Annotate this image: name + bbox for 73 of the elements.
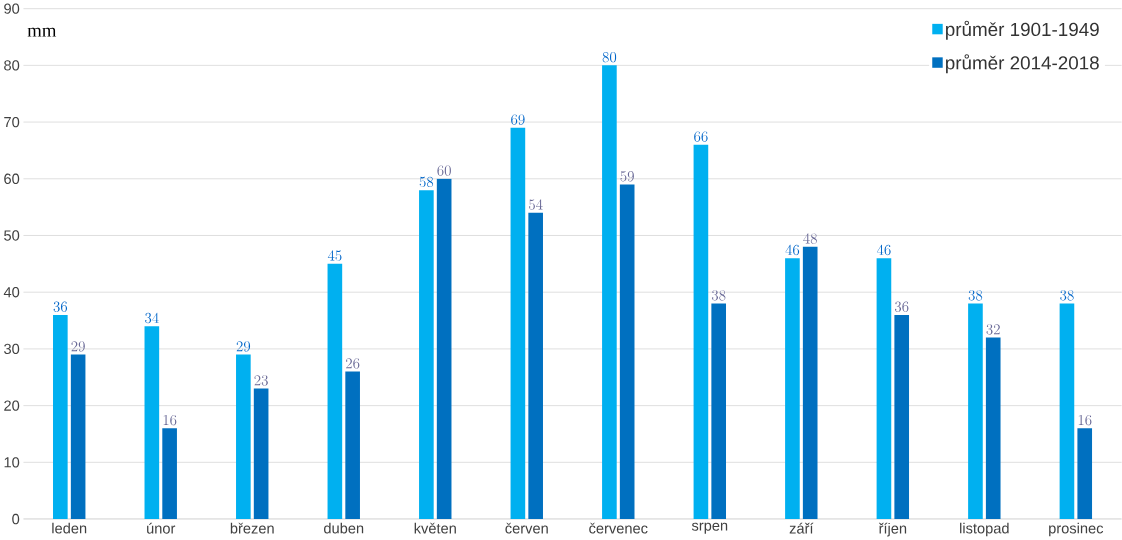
x-tick-label: srpen (691, 522, 728, 534)
x-tick-label: červenec (589, 522, 648, 534)
bar (894, 314, 910, 520)
y-tick-label: 70 (4, 116, 20, 128)
data-label: 38 (1060, 290, 1074, 301)
legend-label: průměr 1901-1949 (946, 20, 1099, 40)
y-tick-label: 30 (4, 343, 20, 355)
data-label: 16 (163, 414, 177, 426)
data-label: 32 (986, 324, 1000, 335)
bar (968, 303, 983, 520)
x-tick-label: červen (505, 522, 548, 534)
bar (162, 428, 177, 520)
bar (327, 263, 343, 520)
bar (70, 354, 86, 520)
bar (436, 178, 452, 520)
legend-label: průměr 2014-2018 (946, 54, 1099, 74)
data-label: 38 (711, 290, 726, 301)
x-tick-label: duben (324, 522, 364, 534)
x-tick-label: květen (414, 522, 456, 534)
bar (785, 258, 800, 520)
data-label: 54 (529, 199, 543, 210)
bar (236, 354, 251, 520)
y-tick-label: 40 (3, 286, 20, 298)
data-label: 26 (346, 358, 360, 369)
y-tick-label: 0 (12, 513, 20, 525)
data-label: 29 (71, 341, 85, 352)
y-tick-label: 50 (4, 230, 20, 241)
bar (1059, 303, 1075, 520)
data-label: 80 (602, 52, 617, 63)
data-label: 45 (327, 250, 342, 261)
x-tick-label: říjen (878, 522, 907, 537)
x-tick-label: listopad (960, 522, 1009, 537)
bar (510, 127, 526, 520)
y-axis-title: mm (27, 27, 57, 37)
data-label: 23 (254, 375, 268, 386)
data-label: 58 (419, 176, 434, 188)
bar (144, 326, 160, 520)
bar (985, 337, 1001, 520)
y-tick-label: 80 (4, 60, 20, 71)
data-label: 69 (511, 114, 525, 125)
bar (345, 371, 360, 520)
bar (876, 258, 892, 520)
data-label: 36 (53, 301, 68, 312)
bar (619, 184, 635, 520)
data-label: 29 (236, 341, 251, 352)
x-tick-label: březen (230, 522, 274, 534)
x-tick-label: leden (52, 522, 87, 534)
y-tick-label: 10 (4, 457, 20, 468)
data-label: 60 (437, 165, 451, 176)
y-tick-label: 20 (4, 400, 20, 411)
bar (53, 314, 68, 520)
bar (711, 303, 727, 520)
y-tick-label: 90 (4, 3, 20, 14)
bar (602, 65, 617, 520)
data-label: 46 (876, 244, 891, 256)
data-label: 16 (1078, 414, 1092, 426)
bar (528, 212, 543, 520)
bar (1077, 428, 1093, 520)
x-tick-label: únor (147, 522, 176, 534)
data-label: 66 (694, 131, 708, 142)
data-label: 59 (620, 171, 634, 182)
x-tick-label: prosinec (1049, 522, 1104, 537)
bar (419, 190, 434, 520)
data-label: 38 (968, 290, 983, 301)
bar (802, 246, 818, 520)
bar (693, 144, 709, 520)
data-label: 36 (894, 301, 909, 312)
data-label: 46 (785, 244, 800, 256)
data-label: 48 (803, 233, 817, 244)
bar (253, 388, 269, 520)
x-tick-label: září (789, 522, 814, 534)
y-tick-label: 60 (4, 173, 20, 184)
data-label: 34 (145, 312, 159, 324)
